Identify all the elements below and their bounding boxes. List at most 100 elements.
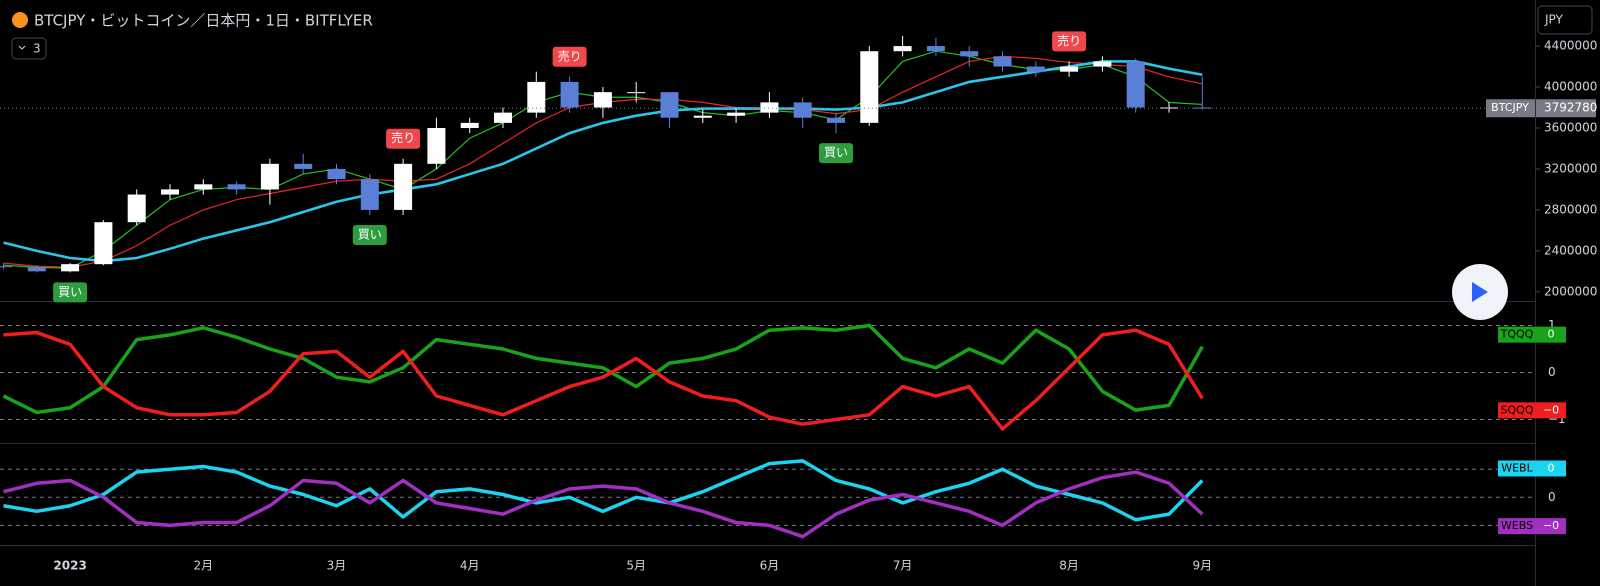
y-tick-label: 2000000 [1544,284,1597,298]
candle-body [327,168,346,180]
candle-body [260,163,279,190]
x-tick-label: 9月 [1192,559,1212,573]
signal-label: 売り [1057,33,1081,48]
signal-label: 売り [391,130,415,145]
y-tick-label: 4000000 [1544,80,1597,94]
series-value-label: −0 [1543,403,1559,416]
series-tag [1498,460,1536,477]
series-tag-name: WEBS [1501,519,1533,532]
candle-body [294,163,313,169]
series-value-tag [1536,460,1566,477]
series-value-label: 0 [1548,461,1555,474]
candle-body [0,266,13,268]
x-tick-label: 4月 [460,559,480,573]
moving-average [3,60,1203,263]
candle-body [394,163,413,210]
candle-body [27,267,46,272]
series-value-label: 0 [1548,328,1555,341]
signal-badge [386,128,421,149]
signal-label: 買い [824,146,848,160]
currency-label: JPY [1544,13,1564,27]
indicator-line [3,459,1204,522]
candle-body [1026,66,1045,72]
symbol-tag-label: BTCJPY [1491,101,1529,114]
candle-body [627,92,646,94]
candle-body [227,184,246,190]
candle-body [793,102,812,118]
coin-icon [12,12,28,28]
signal-badge [352,225,387,246]
candle-body [94,222,113,265]
signal-label: 買い [58,285,82,299]
candle-body [827,117,845,123]
candle-body [360,179,379,210]
candle-body [593,92,612,108]
candle-body [194,184,213,190]
price-tag [1536,99,1596,118]
candle-body [1126,61,1145,108]
y-tick-label: 4400000 [1544,39,1597,53]
candle-body [993,56,1012,67]
series-value-tag [1536,518,1566,535]
y-tick-label: 2400000 [1544,243,1597,257]
signal-badge [819,143,853,164]
candle-body [460,122,479,128]
signal-badge [1052,31,1087,52]
symbol-tag [1486,99,1535,118]
x-tick-label: 7月 [893,559,913,573]
candle-body [926,46,945,52]
collapse-button[interactable] [11,37,47,60]
series-tag [1498,326,1536,343]
signal-label: 売り [558,48,582,63]
signal-badge [53,282,88,303]
x-tick-label: 6月 [760,559,780,573]
x-tick-label: 5月 [626,559,646,573]
signal-label: 買い [358,228,382,242]
play-icon [1472,282,1488,302]
series-tag-name: WEBL [1501,461,1533,474]
series-tag-name: SQQQ [1501,403,1534,416]
series-tag [1498,402,1536,419]
candle-body [560,81,579,108]
chart-title: BTCJPY・ビットコイン／日本円・1日・BITFLYER [34,12,373,30]
candle-body [660,92,679,118]
y-tick-label: 1 [1548,318,1556,332]
y-tick-label: 3600000 [1544,120,1597,134]
candle-body [161,189,179,195]
candle-body [727,112,746,116]
candle-body [427,127,446,164]
candle-body [494,112,512,123]
y-tick-label: 2800000 [1544,202,1597,216]
y-tick-label: 3200000 [1544,161,1597,175]
series-value-tag [1536,402,1566,419]
series-tag-name: TQQQ [1500,328,1534,341]
candle-body [61,264,80,272]
candle-body [960,51,979,57]
indicator-line [3,328,1204,431]
x-tick-label: 2月 [193,559,213,573]
price-tag-label: 3792780 [1544,101,1597,115]
indicator-line [2,323,1204,415]
x-tick-label: 8月 [1059,559,1079,573]
candle-body [693,115,712,118]
candle-body [527,81,546,113]
y-tick-label: 0 [1548,490,1556,504]
candle-body [1060,66,1079,72]
x-tick-label: 3月 [327,559,347,573]
series-tag [1498,518,1536,535]
candle-body [127,194,146,223]
indicator-line [3,470,1204,539]
chevron-icon [18,45,26,50]
candle-body [860,51,879,123]
x-tick-label: 2023 [53,559,86,573]
candle-body [893,46,912,52]
series-value-tag [1536,326,1566,343]
candle-body [760,102,779,113]
series-value-label: −0 [1543,519,1559,532]
signal-badge [552,46,587,67]
y-tick-label: 0 [1548,365,1556,379]
currency-button[interactable] [1537,5,1593,35]
collapse-count: 3 [33,42,41,56]
